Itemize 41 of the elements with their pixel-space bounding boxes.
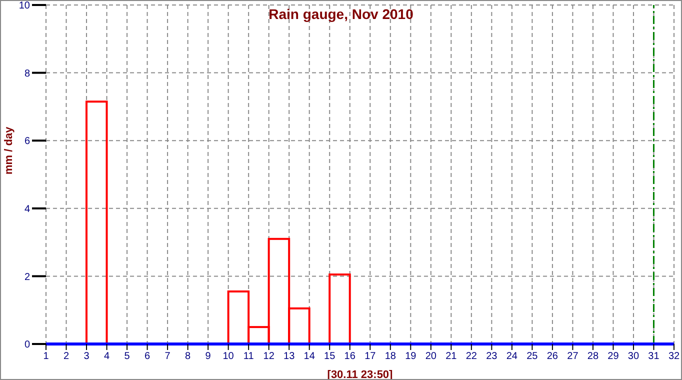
x-tick-label: 12 (263, 351, 275, 362)
x-tick-label: 2 (63, 351, 70, 362)
x-tick-label: 15 (324, 351, 336, 362)
x-tick-label: 5 (124, 351, 130, 362)
x-tick-label: 3 (84, 351, 90, 362)
x-tick-label: 14 (304, 351, 316, 362)
x-tick-label: 4 (104, 351, 110, 362)
x-tick-label: 7 (164, 351, 171, 362)
x-tick-label: 32 (668, 351, 680, 362)
x-tick-label: 6 (144, 351, 151, 362)
x-tick-label: 23 (486, 351, 498, 362)
x-tick-label: 24 (506, 351, 518, 362)
x-tick-label: 31 (648, 351, 660, 362)
x-tick-label: 10 (222, 351, 234, 362)
x-tick-label: 11 (243, 351, 254, 362)
y-tick-label: 6 (24, 136, 30, 148)
x-tick-label: 21 (446, 351, 458, 362)
x-axis-title: [30.11 23:50] (327, 369, 394, 380)
x-tick-label: 28 (587, 351, 599, 362)
x-tick-label: 8 (185, 351, 192, 362)
y-tick-label: 10 (18, 0, 30, 12)
x-tick-label: 25 (526, 351, 538, 362)
x-tick-label: 22 (466, 351, 478, 362)
x-tick-label: 9 (205, 351, 212, 362)
x-tick-label: 13 (284, 351, 296, 362)
x-tick-label: 26 (546, 351, 558, 362)
y-tick-label: 8 (24, 68, 30, 80)
x-tick-label: 20 (425, 351, 437, 362)
x-tick-label: 27 (567, 351, 579, 362)
y-tick-label: 4 (24, 204, 30, 215)
chart-title: Rain gauge, Nov 2010 (268, 6, 414, 22)
x-tick-label: 29 (608, 351, 620, 362)
x-tick-label: 16 (344, 351, 356, 362)
y-axis-title: mm / day (2, 126, 15, 174)
x-tick-label: 18 (384, 351, 396, 362)
x-tick-label: 30 (628, 351, 640, 362)
x-tick-label: 17 (364, 351, 376, 362)
x-tick-label: 1 (43, 351, 50, 362)
y-tick-label: 2 (24, 272, 30, 283)
x-tick-label: 19 (405, 351, 417, 362)
y-tick-label: 0 (24, 340, 30, 351)
